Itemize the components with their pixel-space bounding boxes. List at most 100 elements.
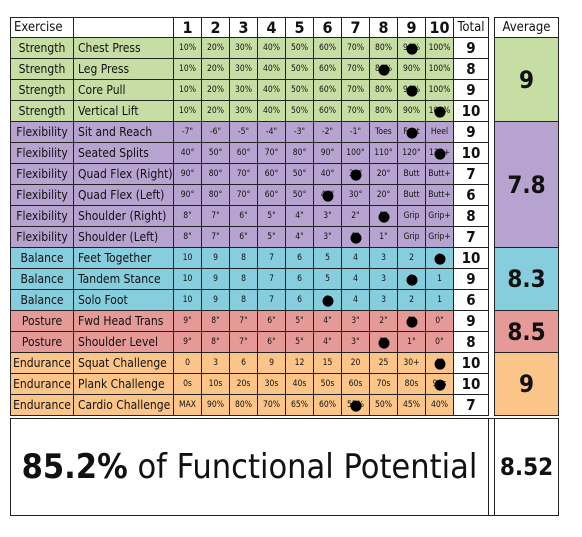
level-value: 90° [180,190,195,200]
level-value: Butt [403,169,420,179]
level-value: 7" [239,316,248,326]
level-value-cell: 4" [285,205,314,227]
level-value-cell: 40% [257,79,286,101]
level-value-cell: 9 [201,268,230,290]
column-gap [488,79,495,101]
exercise-total: 7 [453,394,489,416]
level-value-cell: 90% [397,58,426,80]
exercise-name: Fwd Head Trans [73,310,174,332]
level-value-cell: 6" [229,226,258,248]
level-value-cell: 8° [201,331,230,353]
level-value-cell: 3 [369,268,398,290]
level-value-cell: 5" [285,310,314,332]
level-value-cell: 1" [369,205,398,227]
level-value: 50% [291,85,308,95]
level-value-cell: 70% [341,100,370,122]
exercise-total: 6 [453,184,489,206]
level-value-cell: -2" [313,121,342,143]
level-value-cell: 6° [257,331,286,353]
level-value: 5" [267,211,276,221]
category-cell: Endurance [10,373,74,395]
level-value-cell: 50% [285,100,314,122]
level-value-cell: 20% [201,58,230,80]
score-marker-dot [434,106,445,118]
score-marker-dot [406,127,417,139]
level-value: 100% [428,85,451,95]
exercise-name: Squat Challenge [73,352,174,374]
level-value: 30° [348,190,363,200]
score-marker-dot [322,295,333,307]
level-value: 4 [353,253,358,263]
level-value: 60° [264,169,279,179]
functional-potential-summary: 85.2% of Functional Potential [10,418,489,516]
level-value: 3 [381,274,386,284]
level-value: 45% [403,400,420,410]
level-value: 5" [267,232,276,242]
level-value-cell: -3" [285,121,314,143]
level-value-cell: Grip+ [425,226,454,248]
score-marker-dot [378,337,389,349]
level-value-cell: 70% [341,58,370,80]
level-value-cell: 5° [285,331,314,353]
level-value: 1" [379,232,388,242]
level-value: 90° [320,148,335,158]
level-value-cell: 90% [201,394,230,416]
level-value: 70° [236,169,251,179]
exercise-total: 10 [453,247,489,269]
level-value: 6" [239,211,248,221]
level-value-cell: 70° [229,184,258,206]
category-cell: Balance [10,247,74,269]
level-value-cell: 10% [173,58,202,80]
level-value-cell: 9" [173,310,202,332]
level-value: 8" [183,232,192,242]
exercise-row: Flexibility Sit and Reach -7" -6" -5" -4" -3" -… [10,121,559,248]
level-value-cell: 60° [229,142,258,164]
level-value-cell: Butt+ [425,163,454,185]
level-value-cell: 90° [313,142,342,164]
level-value-cell: 5" [257,205,286,227]
exercise-name: Solo Foot [73,289,174,311]
level-value: 3 [213,358,218,368]
level-value: 90% [403,106,420,116]
level-value-cell: 80% [229,394,258,416]
exercise-row: Endurance Plank Challenge 0s 10s 20s 30s 40s 50… [10,373,559,395]
exercise-row: Flexibility Seated Splits 40° 50° 60° 70° 80° 9… [10,142,559,164]
level-value: 70% [347,85,364,95]
level-value: 1° [407,337,416,347]
exercise-name: Shoulder Level [73,331,174,353]
level-value-cell: Grip [397,205,426,227]
level-value-cell: 3 [369,247,398,269]
level-value-cell: 8" [173,226,202,248]
functional-assessment-sheet: Exercise 1 2 3 4 5 6 7 8 9 10 Total Aver… [10,17,559,516]
level-value-cell: -5" [229,121,258,143]
level-value-cell: 30% [229,79,258,101]
level-value-cell: 30+ [397,352,426,374]
exercise-name: Shoulder (Right) [73,205,174,227]
level-value: 20° [376,190,391,200]
level-value-cell: 70% [341,37,370,59]
exercise-row: Endurance Cardio Challenge MAX 90% 80% 70% 65%… [10,394,559,416]
level-value-cell: Heel [425,121,454,143]
level-value-cell: 60% [313,37,342,59]
level-value-cell: 2 [397,247,426,269]
level-value-cell: 40% [257,100,286,122]
level-value: Butt+ [428,190,451,200]
level-value: 70% [347,106,364,116]
exercise-row: Flexibility Quad Flex (Right) 90° 80° 70° 60°… [10,163,559,185]
level-value: 2 [409,295,414,305]
level-value-cell: 3 [201,352,230,374]
level-value-cell: 90% [397,79,426,101]
level-value: 30s [264,379,279,389]
level-value-cell: 65% [285,394,314,416]
level-value: 1 [437,274,442,284]
level-value-cell: 25 [369,352,398,374]
level-value-cell: 60% [313,394,342,416]
level-value: 7" [211,211,220,221]
level-value: 8 [241,295,246,305]
exercise-rows: Strength Chest Press 10% 20% 30% 40% 50% 60% 70%… [10,37,559,416]
level-value-cell: 1" [369,226,398,248]
level-value: 8° [211,337,220,347]
score-marker-dot [350,400,361,412]
level-value: 4" [295,211,304,221]
